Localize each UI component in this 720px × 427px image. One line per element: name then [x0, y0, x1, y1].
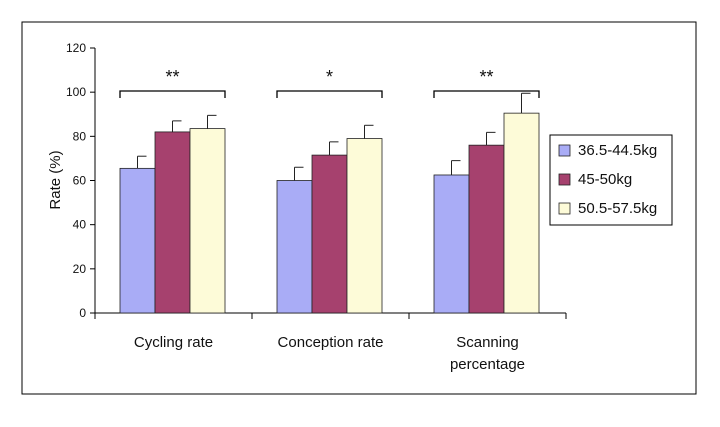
y-tick-label: 100: [66, 85, 86, 99]
bar: [346, 138, 383, 314]
significance-bracket: [433, 90, 540, 98]
y-tick-label: 120: [66, 41, 86, 55]
significance-bracket: [276, 90, 383, 98]
x-category-label: Conception rate: [278, 334, 384, 351]
x-category-label: percentage: [450, 356, 525, 373]
bar: [433, 174, 470, 314]
bar: [503, 112, 540, 314]
legend-swatch: [558, 144, 571, 157]
y-tick-label: 0: [79, 306, 86, 320]
significance-markers: ** * **: [119, 67, 540, 98]
bar: [119, 167, 156, 314]
legend: 36.5-44.5kg 45-50kg 50.5-57.5kg: [549, 134, 673, 226]
y-tick-label: 80: [73, 129, 87, 143]
significance-label: **: [479, 67, 493, 87]
category-labels: Cycling rate Conception rate Scanning perce…: [134, 334, 525, 373]
significance-label: **: [165, 67, 179, 87]
significance-label: *: [326, 67, 333, 87]
y-tick-label: 60: [73, 174, 87, 188]
legend-label: 36.5-44.5kg: [578, 142, 657, 159]
y-axis-title: Rate (%): [47, 150, 64, 209]
bars: [119, 112, 540, 314]
legend-label: 45-50kg: [578, 171, 632, 188]
bar: [468, 144, 505, 314]
y-tick-label: 20: [73, 262, 87, 276]
bar: [276, 180, 313, 314]
legend-swatch: [558, 202, 571, 215]
y-tick-label: 40: [73, 218, 87, 232]
legend-label: 50.5-57.5kg: [578, 200, 657, 217]
x-category-label: Scanning: [456, 334, 519, 351]
bar: [154, 131, 191, 314]
bar: [189, 128, 226, 314]
error-bars: [137, 92, 531, 181]
x-category-label: Cycling rate: [134, 334, 213, 351]
legend-swatch: [558, 173, 571, 186]
bar: [311, 154, 348, 314]
significance-bracket: [119, 90, 226, 98]
